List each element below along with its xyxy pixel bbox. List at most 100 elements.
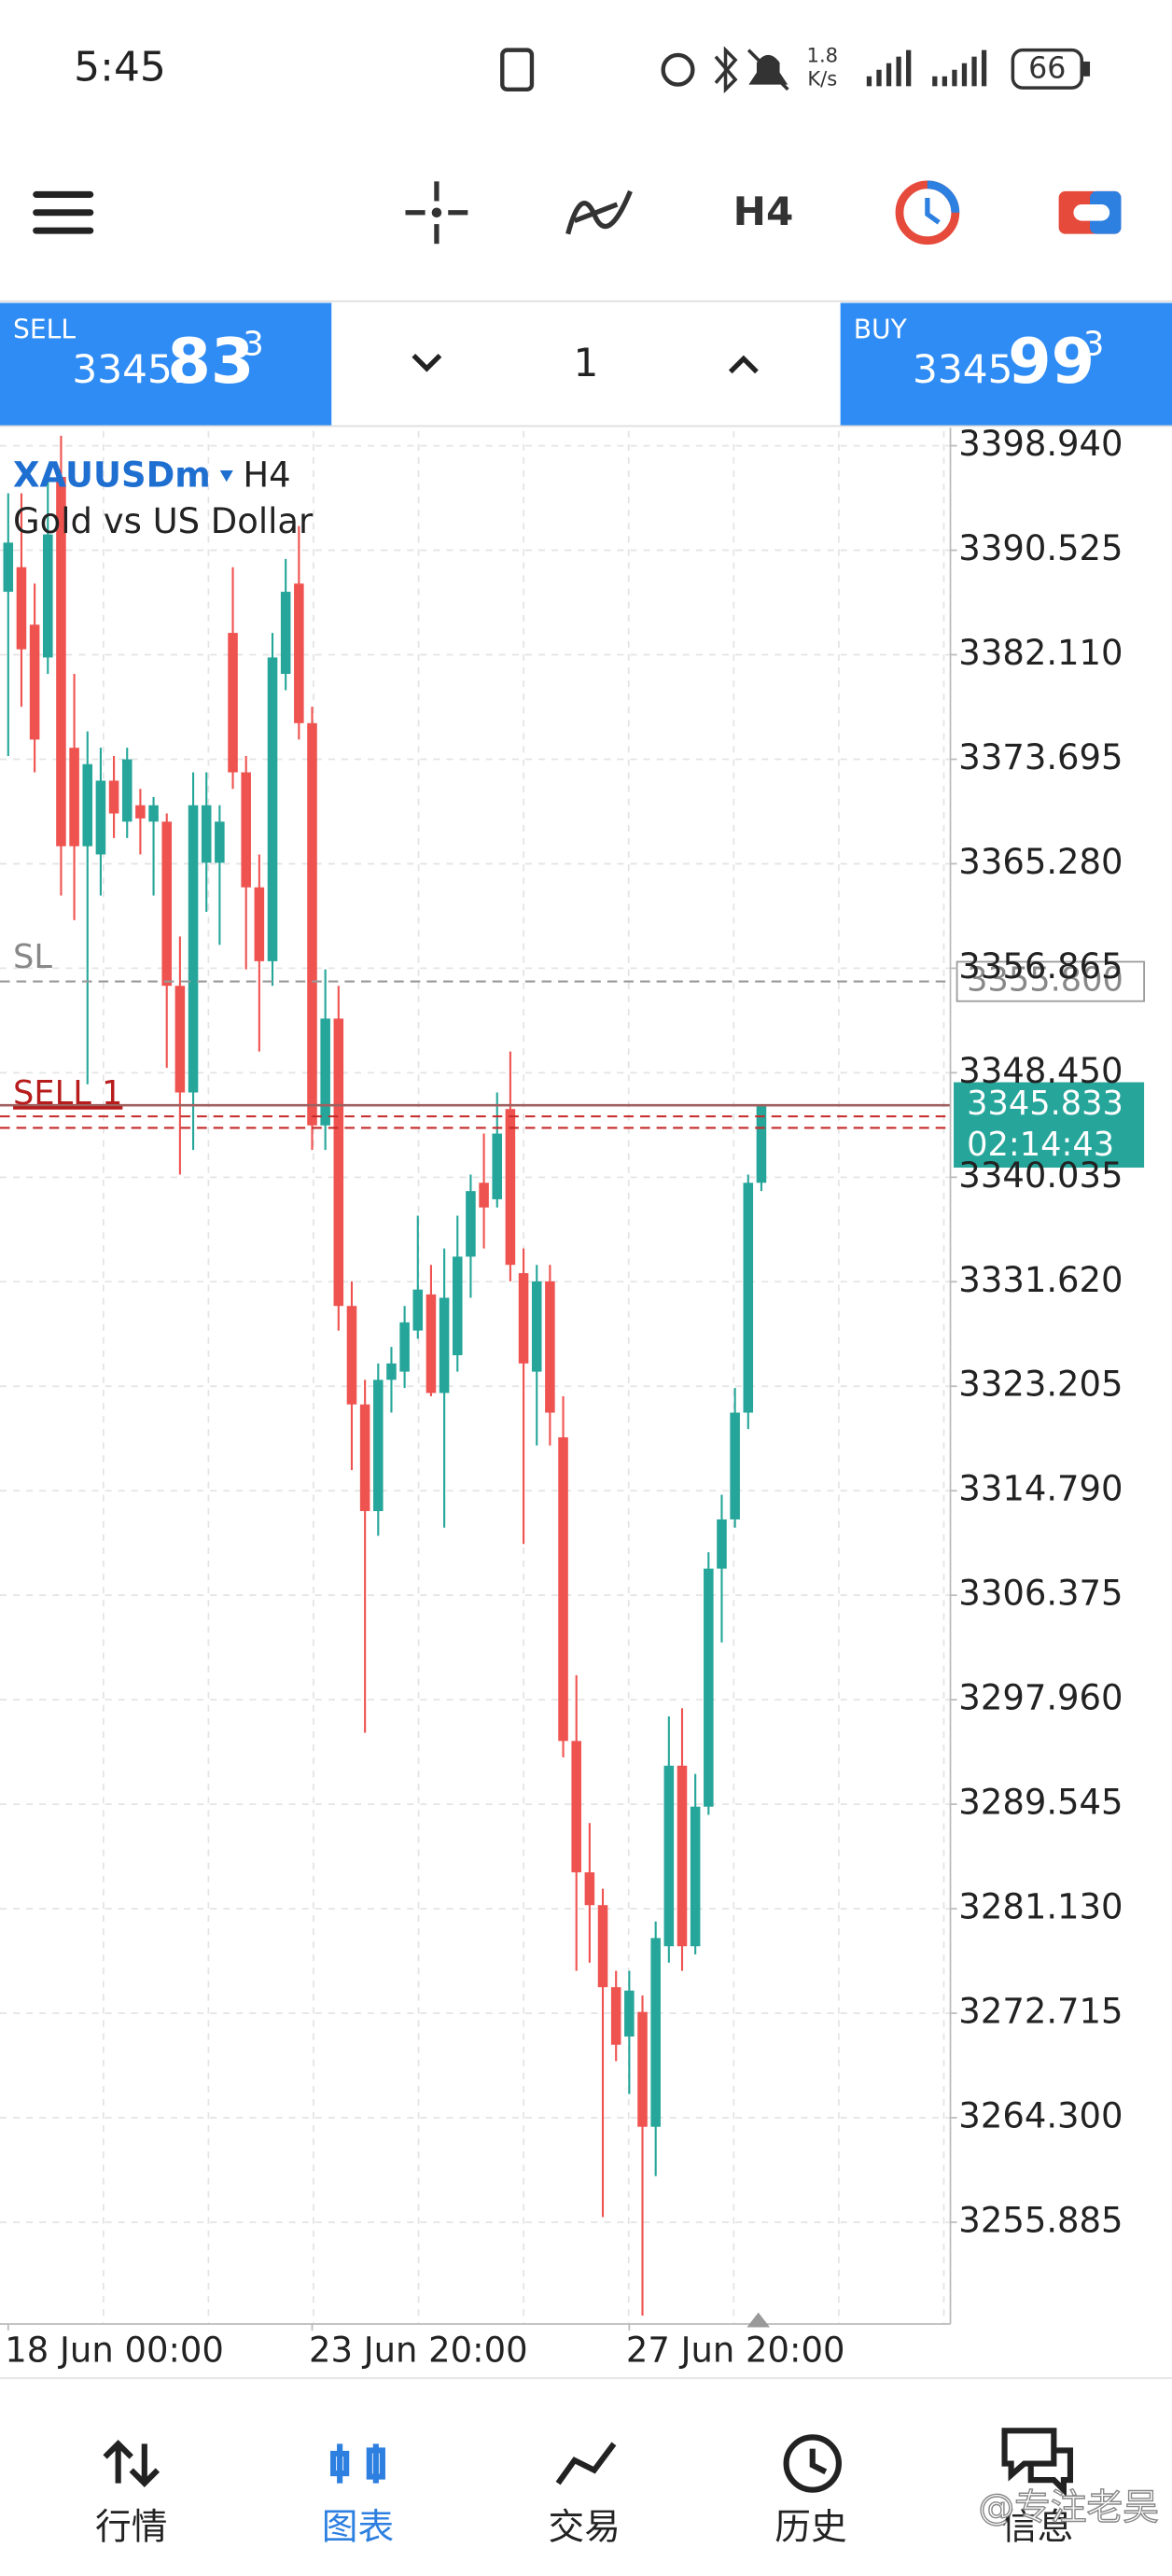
candle-body [452,1256,463,1356]
candle-body [584,1872,595,1906]
candle-body [571,1741,581,1873]
candle-body [717,1519,727,1569]
chart-timeframe: H4 [243,455,290,496]
y-tick-label: 3264.300 [958,2095,1123,2135]
candle-body [320,1018,330,1126]
candle-body [333,1018,344,1307]
nav-items: 行情 图表 交易 历史 信息 [95,2506,1073,2548]
candle-body [558,1437,568,1742]
candle-body [82,763,93,847]
candle-body [399,1322,410,1372]
candle-body [307,722,317,1126]
candle-body [121,759,133,822]
nfc-icon [500,48,535,92]
symbol-dropdown[interactable] [219,469,233,483]
status-bar [0,0,1172,149]
sell-price-head: 3345. [72,346,185,392]
watermark: @专注老吴 [978,2486,1158,2528]
trade-clock-button[interactable] [895,180,960,245]
chart-description: Gold vs US Dollar [13,501,314,541]
x-tick-label: 18 Jun 00:00 [5,2330,224,2370]
y-tick-label: 3323.205 [958,1365,1123,1405]
battery-level: 66 [1028,52,1066,86]
candle-body [43,534,53,658]
candle-body [756,1105,767,1183]
buy-button[interactable] [840,302,1172,427]
candle-body [254,887,265,961]
crosshair-button[interactable] [405,181,468,245]
y-tick-label: 3331.620 [958,1260,1123,1300]
x-tick-label: 23 Jun 20:00 [309,2330,528,2370]
sell-button[interactable] [0,302,332,427]
order-label: SELL 1 [13,1074,122,1113]
candle-body [188,805,199,1093]
y-tick-label: 3289.545 [958,1783,1123,1823]
candle-body [148,805,159,822]
y-tick-label: 3272.715 [958,1992,1123,2032]
buy-price-head: 3345. [913,346,1026,392]
candle-body [373,1379,384,1512]
axes: 3398.940 3390.525 3382.110 3373.695 3365.280… [5,424,1123,2370]
y-tick-label: 3398.940 [958,424,1123,464]
battery [1011,48,1084,90]
candle-body [677,1765,688,1947]
y-tick-label: 3390.525 [958,528,1123,568]
y-tick-label: 3297.960 [958,1678,1123,1718]
sl-price-box [956,960,1145,1002]
y-tick-label: 3281.130 [958,1887,1123,1927]
nav-label[interactable]: 行情 [95,2506,167,2548]
volume-increase[interactable] [728,355,759,374]
net-speed: 1.8 [807,44,839,67]
candle-body [386,1363,397,1380]
candle-body [650,1938,661,2127]
one-click-button[interactable] [1058,190,1122,234]
grid [0,430,951,2324]
nav-label[interactable]: 图表 [322,2506,394,2548]
candle-body [466,1191,476,1257]
candle-body [663,1765,675,1947]
candle-body [161,821,173,987]
candle-body [690,1806,701,1947]
nav-icons [103,2428,1074,2498]
net-speed-unit: K/s [807,66,837,90]
candle-body [439,1297,450,1393]
y-tick-label: 3373.695 [958,737,1123,777]
candle-body [174,986,186,1093]
candle-body [69,748,79,847]
menu-button[interactable] [33,190,94,234]
chart-shift-marker[interactable] [746,2312,771,2328]
sell-price-tail: 3 [243,325,263,363]
current-price-box [954,1082,1145,1169]
buy-price-tail: 3 [1083,325,1104,363]
indicators-button[interactable] [565,189,633,235]
current-price-label: 3345.833 [967,1085,1123,1123]
candle-body [531,1281,542,1372]
candle-body [201,805,212,863]
buy-price-big: 99 [1008,325,1095,398]
candle-body [610,1987,621,2045]
sell-price-big: 83 [167,325,254,398]
nav-label[interactable]: 历史 [774,2506,846,2548]
candle-body [346,1306,357,1405]
alarm-icon [661,52,695,87]
candle-body [267,657,278,961]
timeframe-button[interactable]: H4 [733,189,794,234]
nav-label[interactable]: 交易 [549,2506,621,2548]
candle-body [743,1183,754,1413]
volume-value[interactable]: 1 [574,340,599,385]
nav-label[interactable]: 信息 [1001,2506,1073,2548]
candle-body [16,567,27,650]
candles [3,435,767,2316]
y-tick-label: 3314.790 [958,1469,1123,1509]
volume-box [331,302,841,427]
buy-label: BUY [854,314,908,344]
candle-body [426,1294,437,1393]
candle-body [492,1133,503,1199]
candle-body [135,805,146,819]
candle-body [597,1905,608,1988]
volume-decrease[interactable] [412,353,442,372]
chart-symbol[interactable]: XAUUSDm [13,455,211,496]
mute-icon [746,49,789,91]
candle-body [545,1281,555,1413]
